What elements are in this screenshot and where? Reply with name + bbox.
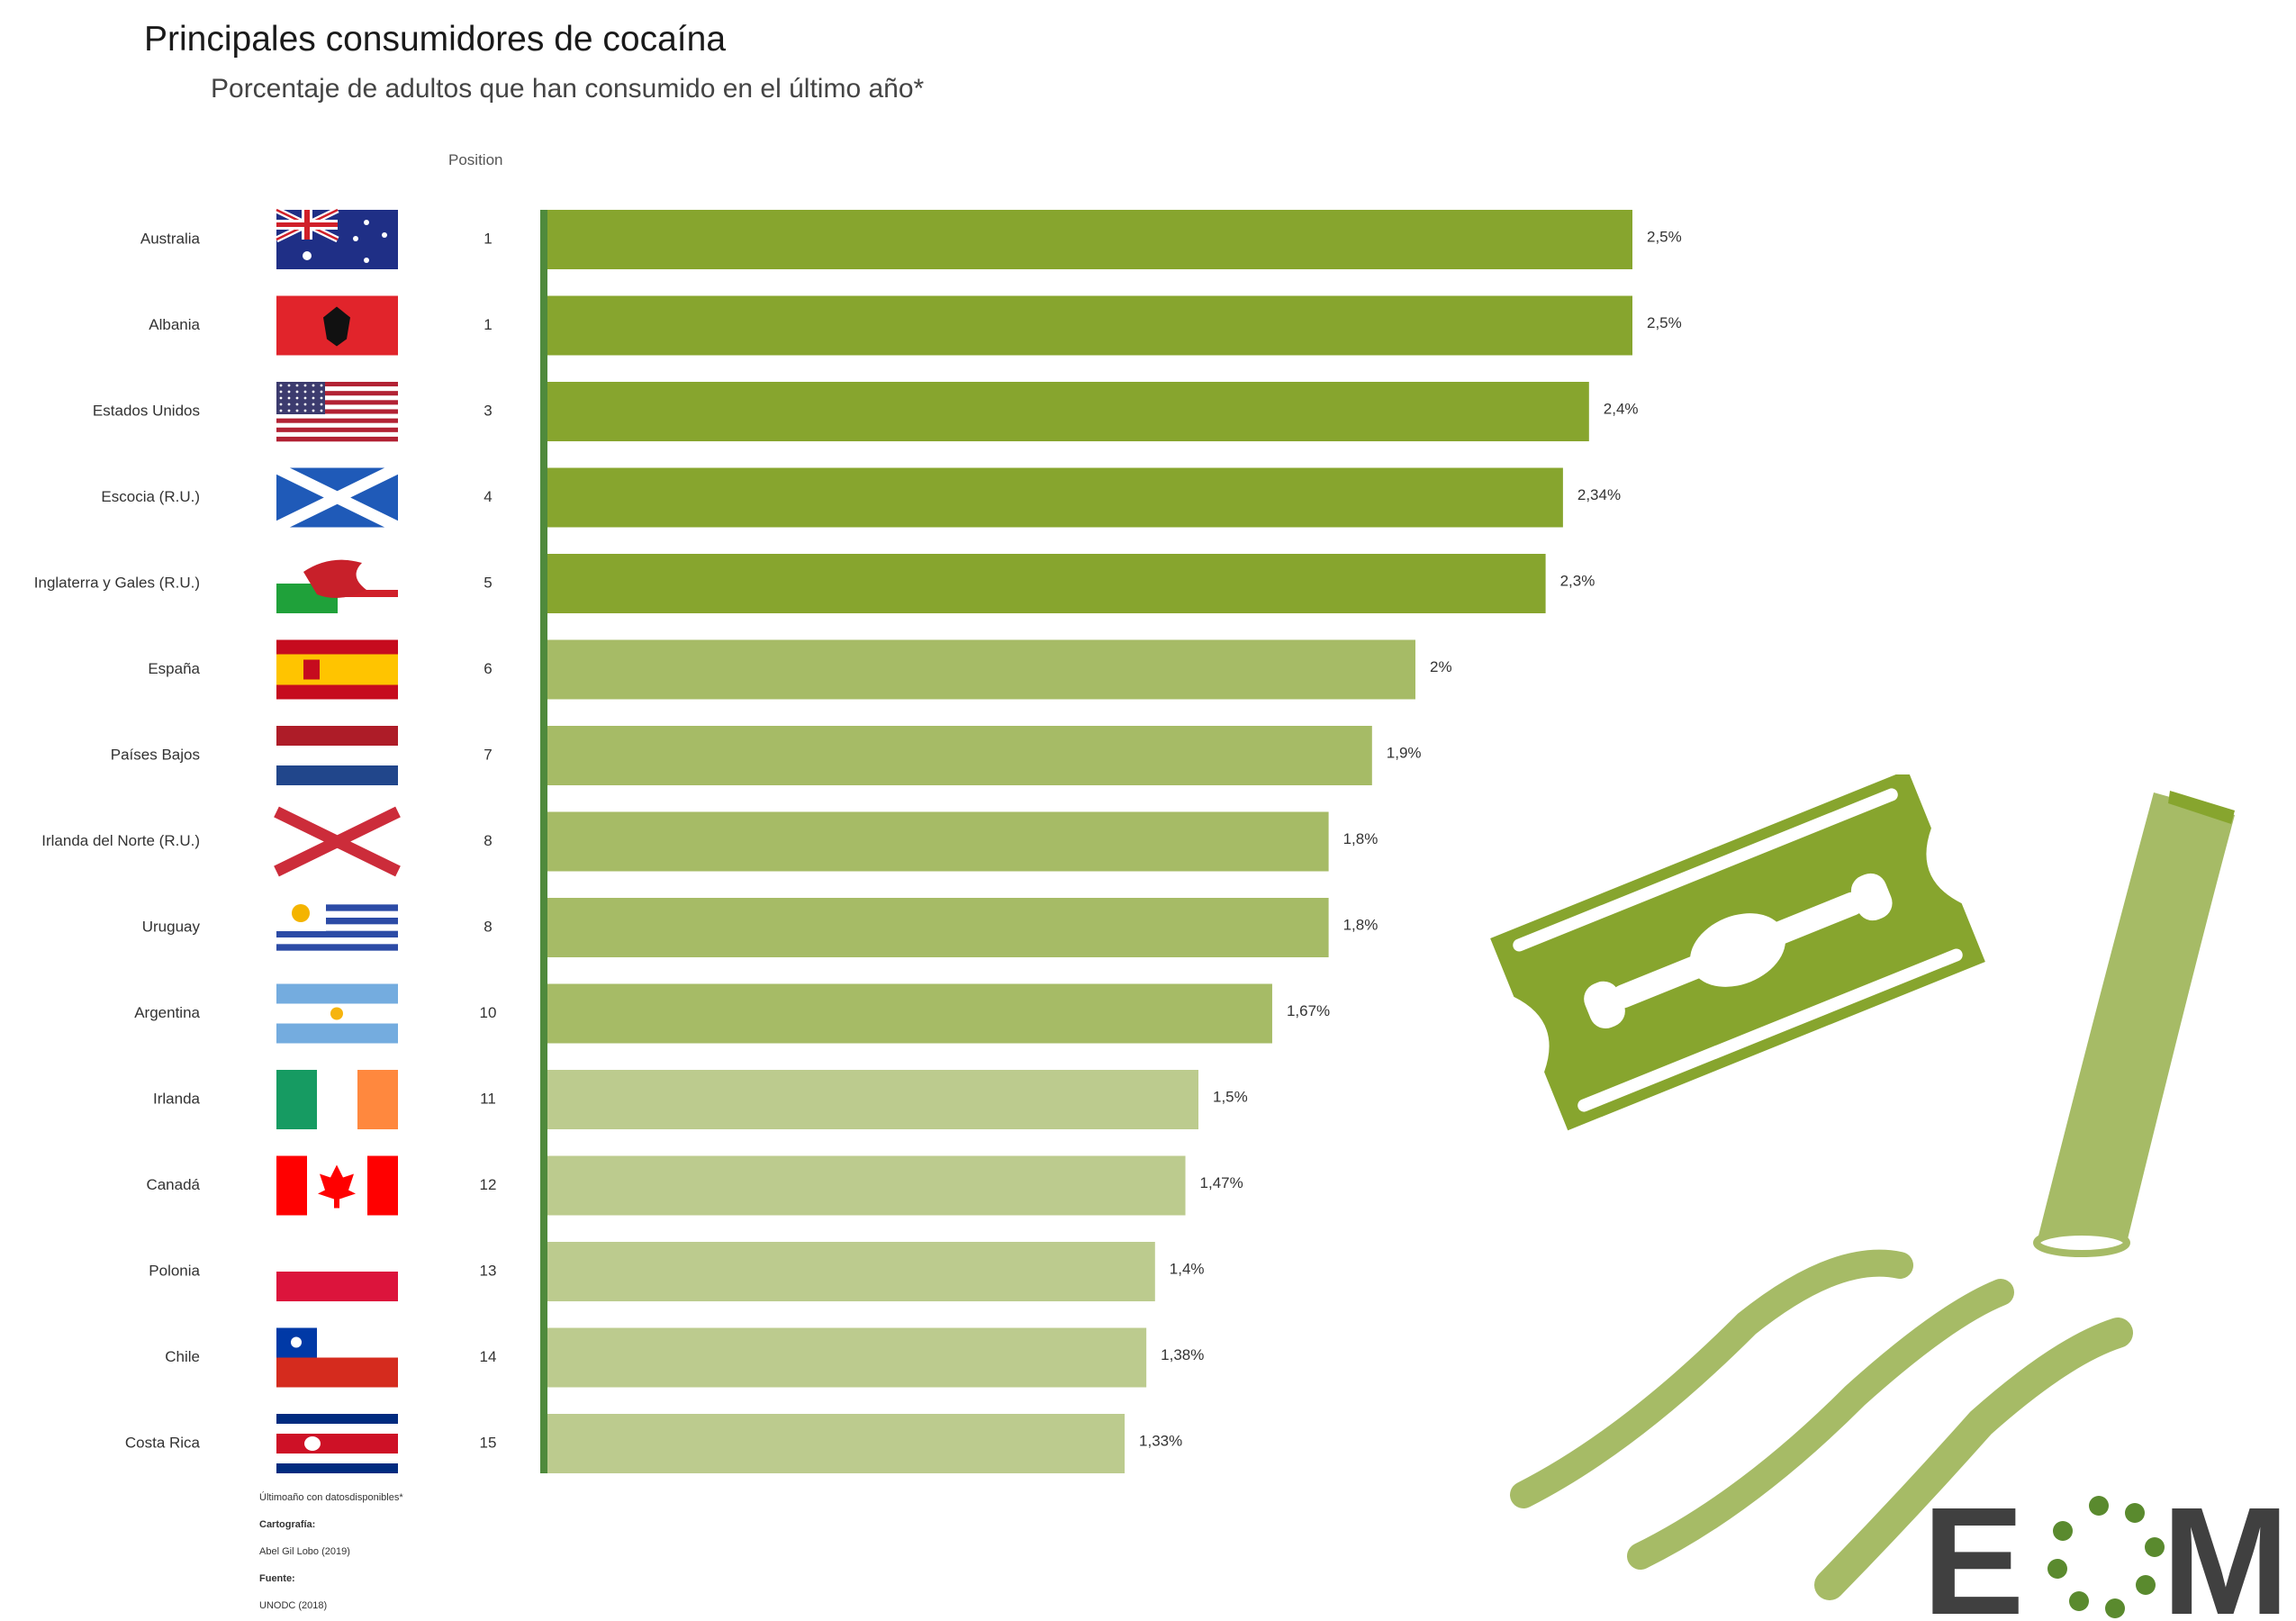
position-label: 15 bbox=[480, 1434, 497, 1451]
bar-value-label: 2,5% bbox=[1647, 314, 1682, 331]
bar bbox=[547, 554, 1546, 613]
chile-flag bbox=[276, 1327, 398, 1388]
bar-value-label: 2,3% bbox=[1560, 572, 1595, 589]
bar-value-label: 1,67% bbox=[1287, 1002, 1330, 1019]
bar bbox=[547, 898, 1329, 957]
country-label: Chile bbox=[165, 1348, 200, 1365]
position-label: 11 bbox=[480, 1090, 496, 1107]
cartography-label: Cartografía: bbox=[259, 1519, 316, 1530]
country-label: Canadá bbox=[146, 1176, 200, 1193]
logo-letter-e: E bbox=[1922, 1486, 2024, 1621]
bar-value-label: 1,8% bbox=[1343, 830, 1379, 847]
country-label: Irlanda del Norte (R.U.) bbox=[41, 832, 200, 849]
position-label: 7 bbox=[484, 746, 492, 763]
bar-value-label: 1,9% bbox=[1387, 744, 1422, 761]
logo-letter-m: M bbox=[2162, 1486, 2282, 1621]
position-label: 8 bbox=[484, 832, 492, 849]
scotland-flag bbox=[274, 462, 401, 533]
bar bbox=[547, 1414, 1125, 1473]
position-label: 8 bbox=[484, 918, 492, 935]
razor-blade-icon bbox=[1490, 774, 1985, 1131]
bar-value-label: 1,47% bbox=[1200, 1174, 1243, 1191]
position-label: 3 bbox=[484, 402, 492, 419]
argentina-flag bbox=[276, 983, 398, 1044]
rolled-bill-icon bbox=[2033, 791, 2235, 1257]
position-label: 13 bbox=[480, 1262, 497, 1279]
country-label: Irlanda bbox=[153, 1090, 201, 1107]
country-label: Países Bajos bbox=[111, 746, 200, 763]
country-label: Argentina bbox=[134, 1004, 200, 1021]
bar bbox=[547, 1327, 1147, 1388]
eom-logo: E M bbox=[1922, 1486, 2282, 1621]
bar bbox=[547, 210, 1632, 269]
bar-value-label: 1,38% bbox=[1161, 1346, 1204, 1363]
position-label: 1 bbox=[484, 316, 492, 333]
position-label: 10 bbox=[480, 1004, 497, 1021]
logo-dots-icon bbox=[2047, 1496, 2165, 1618]
cocaine-illustration bbox=[1490, 774, 2235, 1600]
chart-notes: Últimoaño con datosdisponibles* Cartogra… bbox=[259, 1484, 403, 1619]
usa-flag bbox=[276, 382, 398, 442]
canada-flag bbox=[276, 1155, 398, 1216]
country-label: Polonia bbox=[149, 1262, 200, 1279]
position-label: 5 bbox=[484, 574, 492, 591]
bar bbox=[547, 1155, 1186, 1216]
bar-value-label: 1,33% bbox=[1139, 1432, 1182, 1449]
bar bbox=[547, 1242, 1155, 1301]
position-label: 4 bbox=[484, 488, 492, 505]
chart-title: Principales consumidores de cocaína bbox=[144, 20, 727, 59]
country-label: Inglaterra y Gales (R.U.) bbox=[34, 574, 200, 591]
australia-flag bbox=[275, 206, 398, 269]
bar bbox=[547, 983, 1272, 1044]
cartography-credit: Abel Gil Lobo (2019) bbox=[259, 1546, 350, 1557]
bar-value-label: 2,5% bbox=[1647, 228, 1682, 245]
country-label: Escocia (R.U.) bbox=[101, 488, 200, 505]
bar bbox=[547, 382, 1589, 441]
northern-ireland-flag bbox=[274, 806, 401, 877]
bar bbox=[547, 1070, 1198, 1129]
netherlands-flag bbox=[276, 726, 398, 785]
spain-flag bbox=[276, 639, 398, 700]
bar-value-label: 2,34% bbox=[1577, 486, 1621, 503]
country-label: Australia bbox=[140, 230, 201, 247]
costa-rica-flag bbox=[276, 1414, 398, 1473]
country-label: Costa Rica bbox=[125, 1434, 201, 1451]
ireland-flag bbox=[276, 1070, 398, 1129]
poland-flag bbox=[276, 1242, 398, 1301]
chart-subtitle: Porcentaje de adultos que han consumido … bbox=[211, 74, 925, 104]
footnote: Últimoaño con datosdisponibles* bbox=[259, 1492, 403, 1503]
bar-value-label: 1,4% bbox=[1170, 1260, 1205, 1277]
position-column-header: Position bbox=[448, 151, 503, 168]
bar bbox=[547, 811, 1329, 872]
position-label: 6 bbox=[484, 660, 492, 677]
bar-value-label: 1,8% bbox=[1343, 916, 1379, 933]
bar-value-label: 1,5% bbox=[1213, 1088, 1248, 1105]
y-axis-line bbox=[540, 210, 547, 1473]
bar bbox=[547, 639, 1415, 700]
uruguay-flag bbox=[276, 898, 398, 958]
cocaine-line-icons bbox=[1510, 1249, 2133, 1600]
england-wales-flag bbox=[276, 554, 398, 613]
albania-flag bbox=[276, 295, 398, 356]
bar bbox=[547, 467, 1563, 528]
source-credit: UNODC (2018) bbox=[259, 1600, 328, 1611]
position-label: 12 bbox=[480, 1176, 497, 1193]
source-label: Fuente: bbox=[259, 1573, 295, 1584]
bar-value-label: 2% bbox=[1430, 658, 1452, 675]
bar bbox=[547, 295, 1632, 356]
country-label: Estados Unidos bbox=[93, 402, 200, 419]
position-label: 1 bbox=[484, 230, 492, 247]
country-label: España bbox=[148, 660, 200, 677]
bar-value-label: 2,4% bbox=[1604, 400, 1639, 417]
position-label: 14 bbox=[480, 1348, 497, 1365]
country-label: Uruguay bbox=[142, 918, 201, 935]
bar bbox=[547, 726, 1372, 785]
country-label: Albania bbox=[149, 316, 200, 333]
